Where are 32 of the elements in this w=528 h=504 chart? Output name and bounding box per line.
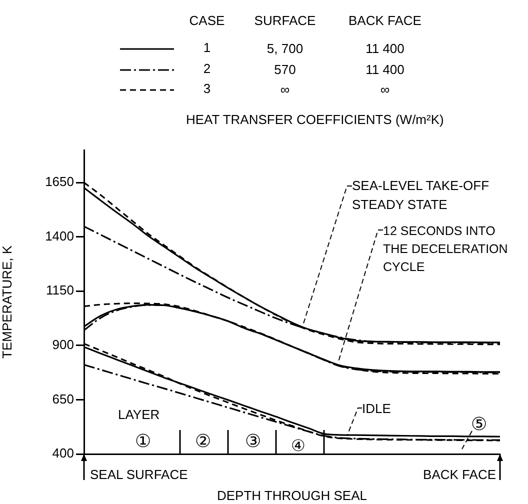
annotation: ②	[194, 430, 212, 453]
text: 11 400	[364, 61, 406, 79]
text: ∞	[279, 81, 291, 99]
text: BACK FACE	[348, 12, 422, 30]
text: ∞	[379, 81, 391, 99]
y-axis-title: TEMPERATURE, K	[0, 245, 14, 359]
text: BACK FACE	[422, 466, 496, 484]
annotation: ④	[290, 437, 306, 457]
legend-label: 2	[202, 61, 212, 76]
annotation: ③	[244, 430, 262, 453]
y-tick-label: 1150	[46, 282, 74, 298]
annotation: 12 SECONDS INTO THE DECELERATION CYCLE	[383, 223, 509, 276]
text: 570	[273, 61, 297, 79]
y-tick-label: 1650	[45, 174, 74, 190]
text: SEAL SURFACE	[90, 466, 189, 484]
annotation: SEA-LEVEL TAKE-OFF STEADY STATE	[352, 177, 490, 214]
text: 5, 700	[266, 40, 304, 58]
y-tick-label: 900	[52, 337, 74, 352]
legend-label: 1	[202, 40, 212, 55]
annotation: ①	[134, 430, 152, 453]
annotation: IDLE	[362, 400, 392, 418]
legend-title: HEAT TRANSFER COEFFICIENTS (W/m²K)	[186, 112, 444, 127]
text: SURFACE	[253, 12, 317, 30]
annotation: LAYER	[118, 406, 161, 424]
y-tick-label: 1400	[45, 228, 74, 244]
x-axis-title: DEPTH THROUGH SEAL	[216, 488, 368, 503]
annotation: ⑤	[470, 413, 488, 436]
legend-label: 3	[202, 81, 212, 96]
text: CASE	[188, 12, 226, 30]
text: 11 400	[364, 40, 406, 58]
y-tick-label: 400	[52, 446, 74, 461]
y-tick-label: 650	[52, 391, 74, 406]
